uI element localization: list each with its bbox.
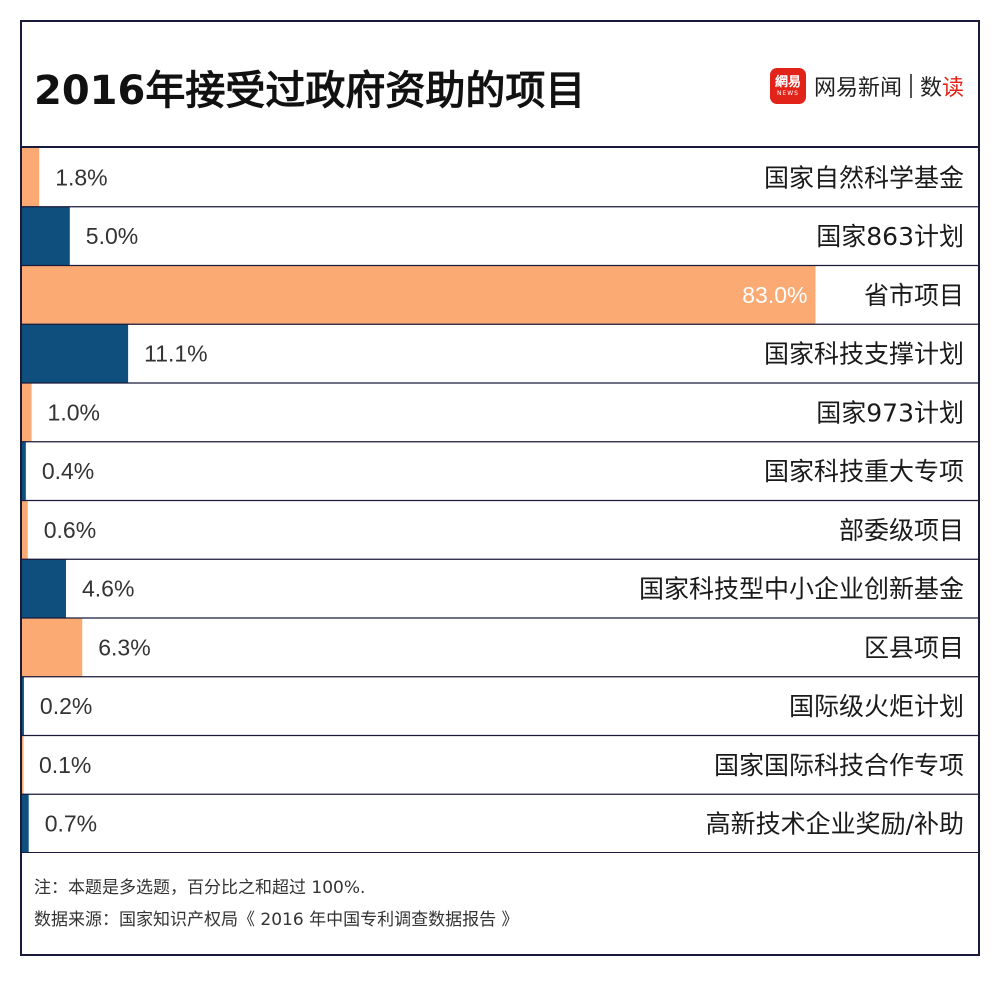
bar-0	[22, 148, 40, 207]
value-label-0: 1.8%	[55, 164, 107, 190]
brand-separator	[909, 74, 912, 98]
category-label-2: 省市项目	[864, 281, 964, 310]
brand-sub-a: 数	[919, 76, 942, 101]
brand: 網易 NEWS 网易新闻 数读	[769, 68, 964, 104]
bar-10	[22, 735, 24, 795]
bar-7	[22, 559, 66, 618]
bar-chart: 1.8% 国家自然科学基金 5.0% 国家863计划 83.0% 省市项目 11.1% 国家科…	[22, 148, 978, 853]
category-label-5: 国家科技重大专项	[764, 457, 964, 486]
category-label-3: 国家科技支撑计划	[764, 340, 964, 369]
value-label-5: 0.4%	[42, 458, 94, 484]
value-label-6: 0.6%	[44, 517, 96, 543]
value-label-7: 4.6%	[82, 576, 134, 602]
bar-2	[22, 265, 816, 325]
bar-8	[22, 618, 83, 677]
value-label-3: 11.1%	[144, 341, 208, 367]
bar-5	[22, 441, 26, 501]
data-source: 数据来源：国家知识产权局《 2016 年中国专利调查数据报告 》	[34, 910, 519, 930]
value-label-8: 6.3%	[98, 634, 150, 660]
value-label-1: 5.0%	[86, 223, 138, 249]
footer: 注：本题是多选题，百分比之和超过 100%. 数据来源：国家知识产权局《 201…	[34, 872, 518, 936]
category-label-9: 国际级火炬计划	[789, 692, 964, 721]
category-label-0: 国家自然科学基金	[764, 163, 964, 192]
category-label-1: 国家863计划	[816, 222, 964, 251]
bar-4	[22, 383, 32, 442]
bar-11	[22, 794, 29, 853]
brand-sub-b: 读	[941, 76, 964, 101]
brand-subtitle: 数读	[920, 70, 964, 102]
value-label-10: 0.1%	[39, 752, 91, 778]
bar-9	[22, 676, 24, 736]
chart-frame: 2016年接受过政府资助的项目 網易 NEWS 网易新闻 数读 1.8% 国家自然…	[20, 20, 980, 956]
category-label-7: 国家科技型中小企业创新基金	[639, 575, 964, 604]
value-label-9: 0.2%	[40, 693, 92, 719]
bar-6	[22, 500, 28, 560]
logo-text: 網易	[774, 74, 801, 90]
header: 2016年接受过政府资助的项目 網易 NEWS 网易新闻 数读	[22, 22, 978, 148]
category-label-11: 高新技术企业奖励/补助	[706, 810, 964, 839]
value-label-4: 1.0%	[48, 399, 100, 425]
category-label-4: 国家973计划	[816, 398, 964, 427]
value-label-11: 0.7%	[45, 811, 97, 837]
chart-title: 2016年接受过政府资助的项目	[34, 68, 586, 114]
category-label-8: 区县项目	[864, 633, 964, 662]
brand-name: 网易新闻	[813, 76, 902, 101]
category-label-6: 部委级项目	[839, 516, 964, 545]
netease-news-logo-icon: 網易 NEWS	[769, 68, 806, 104]
value-label-2: 83.0%	[742, 282, 807, 308]
logo-subtext: NEWS	[776, 89, 799, 97]
category-label-10: 国家国际科技合作专项	[714, 751, 964, 780]
bar-3	[22, 324, 129, 383]
footnote: 注：本题是多选题，百分比之和超过 100%.	[34, 878, 366, 898]
bar-1	[22, 206, 70, 266]
